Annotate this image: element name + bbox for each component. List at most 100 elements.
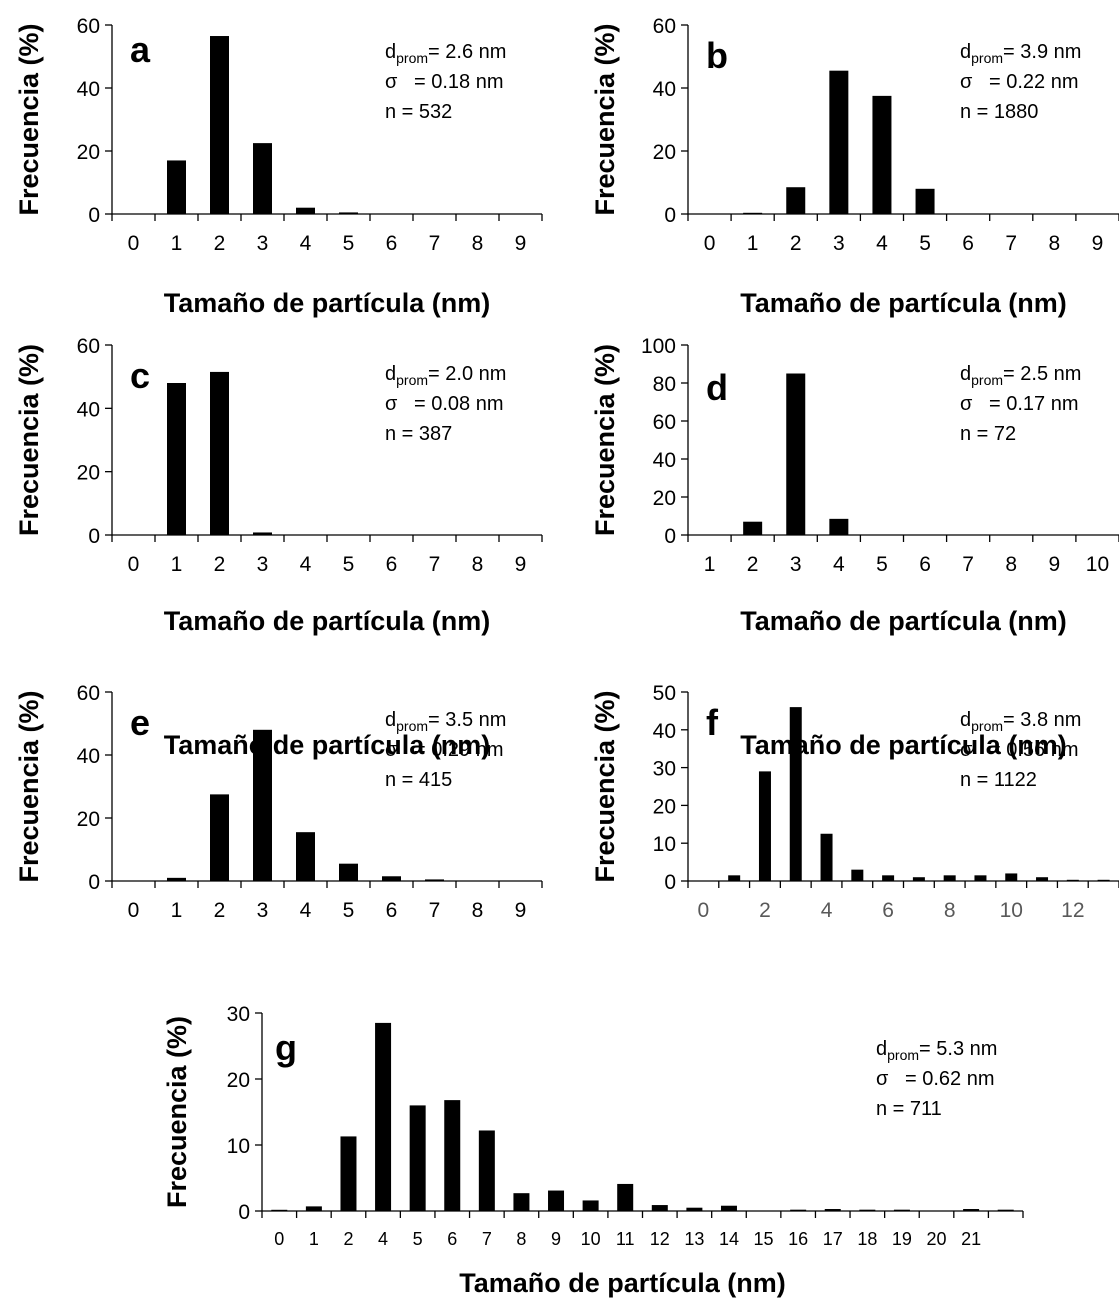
- x-tick-label: 9: [515, 553, 527, 576]
- x-tick-label: 9: [515, 899, 527, 922]
- bar-b-2: [786, 187, 806, 214]
- x-tick-label: 1: [704, 553, 716, 576]
- x-tick-label: 2: [214, 899, 226, 922]
- x-tick-label: 9: [1092, 232, 1104, 255]
- y-axis-title: Frecuencia (%): [14, 690, 44, 882]
- panel-letter: b: [706, 35, 728, 76]
- x-tick-label: 7: [429, 553, 441, 576]
- x-tick-label: 6: [919, 553, 931, 576]
- stat-mean-diameter: dprom= 2.0 nm: [385, 363, 506, 388]
- bar-g-7: [513, 1193, 530, 1211]
- y-tick-label: 20: [77, 808, 100, 831]
- bar-g-10: [617, 1183, 634, 1211]
- y-axis-title: Frecuencia (%): [590, 23, 620, 215]
- stat-count: n = 415: [385, 769, 452, 791]
- x-tick-label: 6: [882, 899, 894, 922]
- bar-c-3: [253, 532, 272, 535]
- stat-sigma: σ = 0.17 nm: [960, 393, 1079, 415]
- y-tick-label: 0: [88, 204, 100, 227]
- y-tick-label: 0: [664, 204, 676, 227]
- y-tick-label: 60: [77, 335, 100, 358]
- x-tick-label: 6: [386, 232, 398, 255]
- bar-g-5: [444, 1100, 461, 1211]
- panel-letter: g: [275, 1027, 297, 1068]
- y-tick-label: 100: [641, 335, 676, 358]
- bar-a-3: [253, 143, 272, 214]
- x-tick-label: 1: [747, 232, 759, 255]
- x-tick-label: 8: [1005, 553, 1017, 576]
- x-axis-title: Tamaño de partícula (nm): [164, 288, 491, 318]
- bar-g-9: [582, 1200, 599, 1211]
- x-tick-label: 7: [429, 899, 441, 922]
- panel-b: 0 20 40 60 0 1 2 3 4 5 6 7 8 9 Tamaño de partícula (nm…: [590, 15, 1119, 318]
- y-tick-label: 40: [653, 720, 676, 743]
- bar-g-15: [790, 1209, 807, 1211]
- bar-d-2: [786, 373, 806, 535]
- y-tick-label: 40: [77, 78, 100, 101]
- x-tick-label: 2: [790, 232, 802, 255]
- bar-e-6: [382, 876, 401, 881]
- x-tick-label: 6: [447, 1229, 457, 1249]
- x-tick-label: 7: [962, 553, 974, 576]
- bar-e-2: [210, 794, 229, 881]
- stat-mean-diameter: dprom= 3.9 nm: [960, 41, 1081, 66]
- stat-sigma: σ = 0.29 nm: [385, 739, 504, 761]
- x-tick-label: 1: [171, 553, 183, 576]
- bar-f-6: [882, 875, 895, 881]
- panel-letter: f: [706, 702, 719, 743]
- stat-count: n = 1122: [960, 769, 1037, 791]
- y-tick-label: 10: [653, 833, 676, 856]
- x-tick-label: 4: [821, 899, 833, 922]
- x-tick-label: 10: [581, 1229, 601, 1249]
- bar-f-5: [851, 869, 864, 881]
- stat-mean-diameter: dprom= 2.6 nm: [385, 41, 506, 66]
- y-tick-label: 10: [227, 1135, 250, 1158]
- y-axis-title: Frecuencia (%): [162, 1016, 192, 1208]
- bar-f-12: [1066, 879, 1079, 881]
- y-tick-label: 60: [77, 15, 100, 38]
- panel-letter: c: [130, 355, 150, 396]
- x-tick-label: 9: [515, 232, 527, 255]
- x-tick-label: 8: [472, 553, 484, 576]
- x-tick-label: 4: [300, 553, 312, 576]
- bar-f-3: [789, 707, 802, 881]
- x-tick-label: 1: [171, 899, 183, 922]
- bar-c-1: [167, 383, 186, 535]
- y-tick-label: 60: [77, 682, 100, 705]
- bar-g-16: [824, 1209, 841, 1211]
- y-tick-label: 60: [653, 411, 676, 434]
- bar-g-8: [548, 1190, 565, 1211]
- x-tick-label: 8: [516, 1229, 526, 1249]
- bar-g-6: [478, 1130, 495, 1211]
- bar-e-3: [253, 729, 272, 881]
- stat-mean-diameter: dprom= 2.5 nm: [960, 363, 1081, 388]
- x-tick-label: 6: [386, 553, 398, 576]
- x-tick-label: 8: [472, 899, 484, 922]
- bar-d-3: [829, 518, 849, 535]
- x-tick-label: 5: [343, 553, 355, 576]
- x-tick-label: 12: [650, 1229, 670, 1249]
- y-tick-label: 50: [653, 682, 676, 705]
- stat-sigma: σ = 0.22 nm: [960, 71, 1079, 93]
- y-tick-label: 0: [664, 871, 676, 894]
- x-tick-label: 0: [128, 899, 140, 922]
- x-tick-label: 2: [214, 232, 226, 255]
- x-tick-label: 14: [719, 1229, 739, 1249]
- y-tick-label: 80: [653, 373, 676, 396]
- stat-count: n = 532: [385, 101, 452, 123]
- y-tick-label: 20: [77, 141, 100, 164]
- bar-e-5: [339, 863, 358, 881]
- x-tick-label: 1: [171, 232, 183, 255]
- bar-a-2: [210, 36, 229, 215]
- x-tick-label: 5: [919, 232, 931, 255]
- panel-a: 0 20 40 60 0 1 2 3 4 5 6 7 8 9 Tamaño de partícula (nm…: [14, 15, 543, 318]
- stat-sigma: σ = 0.56 nm: [960, 739, 1079, 761]
- y-tick-label: 20: [653, 795, 676, 818]
- x-tick-label: 8: [1049, 232, 1061, 255]
- x-axis-title: Tamaño de partícula (nm): [740, 606, 1067, 636]
- bar-g-4: [409, 1105, 426, 1211]
- x-tick-label: 1: [309, 1229, 319, 1249]
- bar-f-13: [1097, 879, 1110, 881]
- x-tick-label: 4: [876, 232, 888, 255]
